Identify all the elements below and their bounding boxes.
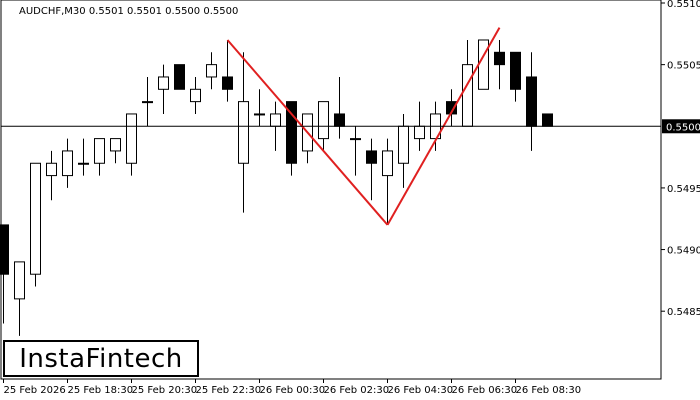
candle-body-bullish [238, 101, 249, 164]
candles-layer [0, 39, 553, 336]
candle-body-bullish [414, 125, 425, 140]
candle-body-bullish [462, 64, 473, 127]
candle-body-bullish [126, 113, 137, 164]
candle [526, 52, 537, 151]
candle [174, 64, 185, 90]
candle-body-bearish [222, 76, 233, 90]
symbol-info-header: AUDCHF,M30 0.5501 0.5501 0.5500 0.5500 [19, 6, 238, 17]
candle-body-bullish [398, 125, 409, 164]
current-price-label-box [662, 119, 700, 134]
y-tick-label: 0.5495 [667, 184, 700, 195]
candle-body-bearish [494, 51, 505, 66]
candle-body-bearish [174, 64, 185, 90]
candle-body-bearish [0, 224, 9, 275]
candle-body-bullish [62, 150, 73, 177]
current-price-label: 0.5500 [666, 122, 700, 133]
candle-body-bullish [78, 162, 89, 165]
candle-body-bullish [318, 101, 329, 140]
candle [334, 76, 345, 139]
candle-body-bullish [350, 138, 361, 141]
candle [222, 39, 233, 102]
pattern-line-segment [226, 39, 389, 226]
y-tick-label: 0.5490 [667, 246, 700, 257]
x-tick-label: 26 Feb 04:30 [388, 385, 454, 396]
candle-body-bullish [382, 150, 393, 177]
candle [158, 64, 169, 114]
candle [238, 52, 249, 213]
candle-body-bullish [142, 101, 153, 104]
y-tick-label: 0.5485 [667, 307, 700, 318]
candle-body-bullish [478, 39, 489, 90]
candle [126, 113, 137, 176]
candle-body-bullish [14, 261, 25, 300]
x-tick-label: 26 Feb 06:30 [452, 385, 518, 396]
candle [350, 126, 361, 176]
candle-body-bullish [206, 64, 217, 78]
instafintech-logo: InstaFintech [3, 340, 199, 377]
candle [510, 51, 521, 102]
candle [398, 113, 409, 188]
candle [110, 138, 121, 164]
x-tick-label: 26 Feb 00:30 [260, 385, 326, 396]
candle [30, 162, 41, 287]
candle-body-bearish [366, 150, 377, 164]
candle [366, 138, 377, 201]
candle [478, 39, 489, 90]
candle [78, 138, 89, 176]
candle-body-bearish [286, 101, 297, 164]
candle-body-bullish [110, 138, 121, 152]
candle [206, 52, 217, 90]
x-tick-label: 25 Feb 20:30 [132, 385, 198, 396]
candle [542, 113, 553, 127]
candle-body-bullish [190, 88, 201, 103]
x-tick-label: 26 Feb 08:30 [516, 385, 582, 396]
candle [494, 39, 505, 90]
candle-body-bullish [46, 162, 57, 177]
candle-body-bullish [270, 113, 281, 127]
candle [62, 138, 73, 188]
candle [302, 113, 313, 164]
candle-body-bearish [542, 113, 553, 127]
candle-body-bearish [526, 76, 537, 127]
candle [382, 138, 393, 225]
y-tick-label: 0.5510 [667, 0, 700, 10]
candle [46, 150, 57, 201]
candle [94, 138, 105, 176]
x-tick-label: 25 Feb 18:30 [68, 385, 134, 396]
candle [0, 224, 9, 324]
candle-body-bearish [334, 113, 345, 127]
plot-area-border [0, 0, 662, 380]
candle [190, 76, 201, 114]
candle [142, 76, 153, 127]
candle-body-bullish [30, 162, 41, 275]
candle-body-bearish [510, 51, 521, 90]
x-tick-label: 25 Feb 22:30 [196, 385, 262, 396]
candle-body-bullish [254, 113, 265, 116]
x-tick-label: 25 Feb 2026 [4, 385, 66, 396]
candle-body-bullish [94, 138, 105, 164]
candle [254, 89, 265, 127]
y-tick-label: 0.5505 [667, 61, 700, 72]
logo-text: InstaFintech [19, 343, 183, 374]
x-tick-label: 26 Feb 02:30 [324, 385, 390, 396]
candle [14, 261, 25, 336]
candle-body-bullish [158, 76, 169, 90]
